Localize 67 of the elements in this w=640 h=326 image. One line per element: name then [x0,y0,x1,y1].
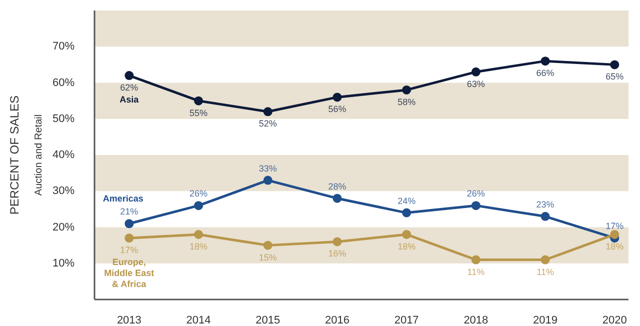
data-label: 17% [606,221,624,232]
point [471,67,480,76]
y-tick-label: 40% [52,149,75,161]
y-tick-label: 70% [52,40,75,53]
point [263,240,272,250]
data-label: 18% [190,241,208,252]
point [610,60,620,70]
data-label: 62% [120,82,138,93]
point [540,56,550,66]
point [332,92,342,102]
y-tick-label: 10% [52,257,75,270]
x-tick-label: 2015 [256,314,280,326]
point [263,176,272,185]
series-label: Asia [120,94,140,105]
x-tick-label: 2014 [186,314,211,326]
data-label: 15% [258,252,277,262]
text: Europe, Middle East & Africa [104,257,154,290]
y-tick-label: 30% [52,185,75,198]
data-label: 55% [190,108,208,118]
point [332,237,342,246]
y-tick-label: 20% [52,221,75,234]
x-tick-label: 2017 [394,314,419,326]
point [124,219,134,228]
point [402,230,412,239]
point [124,234,134,243]
x-tick-label: 2013 [116,314,142,326]
data-label: 33% [258,163,277,174]
data-label: 23% [536,199,554,210]
text: Auction and Retail [34,114,44,196]
point [124,71,134,80]
point [263,107,272,116]
data-label: 18% [398,241,416,252]
data-label: 21% [120,206,138,217]
point [610,230,620,239]
data-label: 58% [398,96,416,107]
data-label: 11% [536,266,554,277]
data-label: 56% [328,104,346,114]
point [194,96,204,106]
point [194,230,204,239]
data-label: 26% [190,188,208,199]
x-tick-label: 2018 [464,314,488,326]
data-label: 63% [466,78,485,89]
data-label: 16% [328,248,346,259]
data-label: 18% [606,241,624,252]
point [194,201,204,210]
point [471,255,480,264]
data-label: 66% [536,68,554,78]
point [540,212,550,221]
x-tick-label: 2020 [602,314,627,326]
data-label: 17% [120,245,138,256]
point [540,255,550,264]
y-tick-label: 50% [52,112,75,125]
point [471,201,480,210]
point [402,208,412,218]
x-tick-label: 2016 [324,314,350,326]
data-label: 24% [398,196,416,206]
series-label: Americas [102,194,144,204]
data-label: 11% [467,266,485,277]
data-label: 52% [258,118,277,129]
x-tick-label: 2019 [533,314,558,326]
y-tick-label: 60% [52,76,75,89]
point [332,194,342,203]
data-label: 65% [606,72,624,82]
data-label: 26% [466,188,485,199]
data-label: 28% [328,181,346,192]
y-axis-title: PERCENT OF SALES [8,96,22,215]
point [402,85,412,94]
